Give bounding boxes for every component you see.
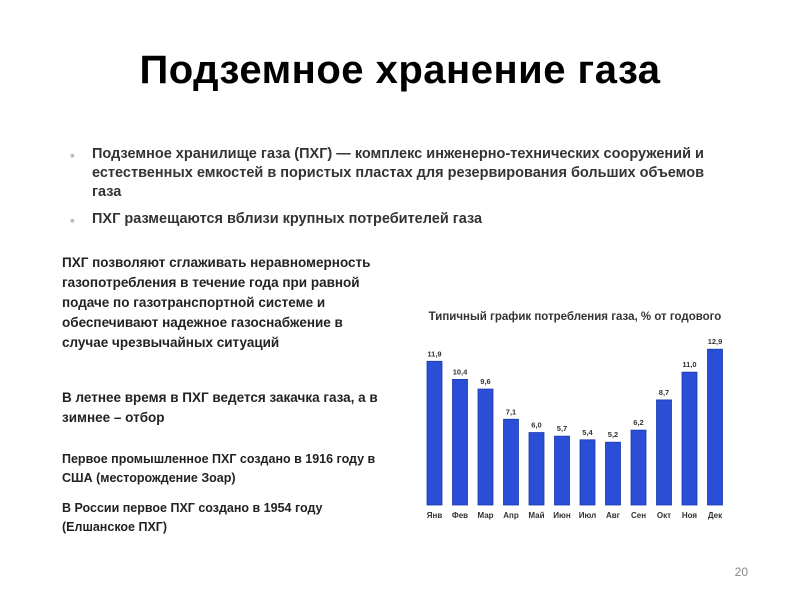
bullet-item: ▪ ПХГ размещаются вблизи крупных потреби… (70, 210, 710, 229)
bullet-marker-icon: ▪ (70, 212, 75, 228)
bar-value-label: 10,4 (453, 367, 468, 376)
chart-bar (426, 360, 443, 506)
x-tick-label: Апр (503, 511, 519, 520)
paragraph: ПХГ позволяют сглаживать неравномерность… (62, 255, 371, 350)
consumption-chart: Типичный график потребления газа, % от г… (415, 310, 735, 530)
chart-bar (503, 418, 519, 506)
chart-title: Типичный график потребления газа, % от г… (428, 311, 722, 323)
chart-bar (630, 429, 647, 506)
bar-value-label: 6,0 (531, 421, 541, 430)
bar-value-label: 11,0 (682, 360, 696, 369)
bullet-marker-icon: ▪ (70, 147, 75, 163)
paragraph: В России первое ПХГ создано в 1954 году … (62, 501, 323, 534)
bullet-item: ▪ Подземное хранилище газа (ПХГ) — компл… (70, 145, 710, 202)
x-tick-label: Фев (452, 511, 468, 520)
x-tick-label: Июл (579, 511, 596, 520)
bar-value-label: 7,1 (506, 407, 516, 416)
chart-bar (554, 435, 570, 506)
x-tick-label: Авг (606, 511, 621, 520)
x-tick-label: Сен (631, 511, 646, 520)
bar-chart-svg: 11,9 Янв 10,4 Фев 9,6 Мар 7,1 Апр 6,0 Май 5,7 Июн 5,… (426, 337, 723, 520)
paragraph: В летнее время в ПХГ ведется закачка газ… (62, 390, 378, 425)
chart-bar (477, 388, 494, 506)
page-number: 20 (734, 565, 748, 579)
bar-value-label: 8,7 (659, 388, 669, 397)
slide-title: Подземное хранение газа (139, 48, 661, 92)
chart-bar (707, 348, 723, 506)
chart-bar (605, 441, 621, 506)
x-tick-label: Янв (427, 511, 443, 520)
x-tick-label: Май (528, 511, 544, 520)
chart-bar (452, 379, 468, 506)
chart-bar (579, 439, 596, 506)
chart-bar (681, 371, 698, 506)
bar-value-label: 5,7 (557, 424, 567, 433)
x-tick-label: Окт (657, 511, 671, 520)
chart-bar (528, 432, 545, 506)
bar-value-label: 6,2 (633, 418, 643, 427)
paragraph: Первое промышленное ПХГ создано в 1916 г… (62, 452, 376, 485)
bar-value-label: 11,9 (427, 349, 441, 358)
bar-value-label: 9,6 (480, 377, 490, 386)
x-tick-label: Июн (553, 511, 571, 520)
bullet-text: ПХГ размещаются вблизи крупных потребите… (92, 211, 483, 227)
bar-value-label: 12,9 (708, 337, 723, 346)
chart-bar (656, 399, 672, 506)
bullet-list: ▪ Подземное хранилище газа (ПХГ) — компл… (70, 145, 710, 237)
x-tick-label: Мар (477, 511, 493, 520)
x-tick-label: Дек (708, 511, 723, 520)
bar-value-label: 5,2 (608, 430, 618, 439)
bullet-text: Подземное хранилище газа (ПХГ) — комплек… (92, 146, 704, 200)
x-tick-label: Ноя (682, 511, 698, 520)
bar-value-label: 5,4 (582, 428, 593, 437)
